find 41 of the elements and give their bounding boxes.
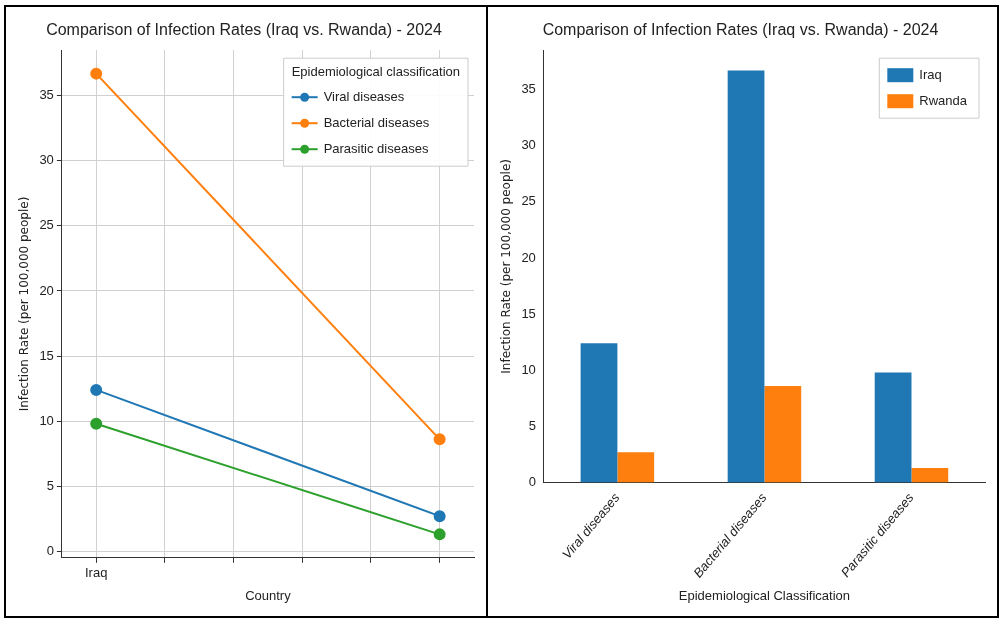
point <box>433 433 446 446</box>
y-tick-label: 20 <box>39 282 54 298</box>
y-tick-label: 0 <box>528 474 536 490</box>
legend-label: Rwanda <box>919 92 968 108</box>
y-tick-label: 0 <box>46 542 54 558</box>
y-tick-label: 25 <box>39 217 54 233</box>
bar <box>911 467 949 483</box>
y-axis-title: Infection Rate (per 100,000 people) <box>499 159 514 374</box>
y-tick-label: 30 <box>521 137 536 153</box>
y-tick-label: 5 <box>528 417 536 433</box>
point <box>433 528 446 541</box>
point <box>90 383 103 396</box>
chart-title: Comparison of Infection Rates (Iraq vs. Rwanda) - 2024 <box>542 21 939 39</box>
bar <box>874 372 912 483</box>
legend-label: Viral diseases <box>323 88 405 104</box>
legend-title: Epidemiological classification <box>291 63 460 79</box>
point <box>90 67 103 80</box>
y-tick-label: 25 <box>521 193 536 209</box>
y-axis-title: Infection Rate (per 100,000 people) <box>17 196 32 412</box>
y-tick-label: 30 <box>39 152 54 168</box>
bar <box>727 70 765 483</box>
y-tick-label: 5 <box>46 477 54 493</box>
y-tick-label: 15 <box>521 305 536 321</box>
x-axis-title: Country <box>245 587 292 603</box>
y-tick-label: 35 <box>521 81 536 97</box>
point <box>90 417 103 430</box>
x-axis-title: Epidemiological Classification <box>678 587 851 603</box>
bar <box>580 343 618 483</box>
x-tick-label: Iraq <box>85 565 108 581</box>
y-tick-label: 10 <box>521 361 536 377</box>
point <box>433 510 446 523</box>
y-tick-label: 10 <box>39 412 54 428</box>
y-tick-label: 15 <box>39 347 54 363</box>
y-tick-label: 20 <box>521 249 536 265</box>
bar <box>764 385 802 483</box>
bar <box>617 452 655 483</box>
y-tick-label: 35 <box>39 87 54 103</box>
legend-label: Bacterial diseases <box>323 114 430 130</box>
legend-label: Iraq <box>919 66 942 82</box>
chart-title: Comparison of Infection Rates (Iraq vs. Rwanda) - 2024 <box>46 21 442 39</box>
legend-label: Parasitic diseases <box>323 140 429 156</box>
